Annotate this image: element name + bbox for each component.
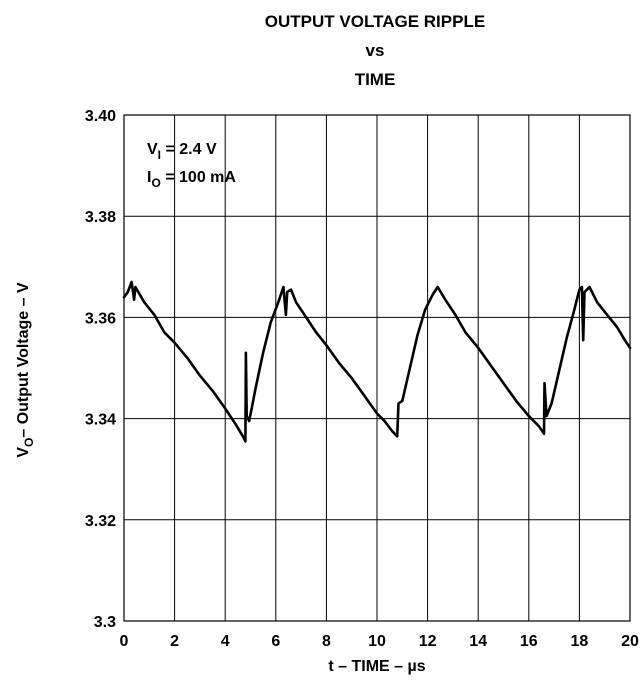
tick-labels: 0 2 4 6 8 10 12 14 16 18 20 3.3 3.32 3.34 3.36 3.38 3.40 <box>85 108 639 650</box>
x-tick-label: 10 <box>368 633 386 650</box>
y-tick-label: 3.40 <box>85 108 116 125</box>
x-tick-label: 18 <box>571 633 589 650</box>
annotation-2-sub: O <box>151 176 160 190</box>
chart-title-line-2: vs <box>366 41 385 60</box>
x-tick-label: 14 <box>469 633 487 650</box>
annotation-1-rest: = 2.4 V <box>161 141 217 158</box>
annotation-1-main: V <box>147 141 158 158</box>
x-tick-label: 6 <box>271 633 280 650</box>
grid <box>124 115 630 621</box>
x-tick-label: 16 <box>520 633 538 650</box>
series-line <box>122 280 632 443</box>
plot-frame <box>123 114 631 622</box>
y-tick-label: 3.38 <box>85 209 116 226</box>
y-axis-label: VO– Output Voltage – V <box>15 282 36 458</box>
annotation-line-1: VI = 2.4 V <box>147 141 217 162</box>
x-tick-label: 20 <box>621 633 639 650</box>
x-tick-label: 12 <box>419 633 437 650</box>
chart-title-line-3: TIME <box>355 70 396 89</box>
y-axis-label-rest: – Output Voltage – V <box>15 282 32 438</box>
y-axis-label-prefix: V <box>15 447 32 458</box>
annotation-1-sub: I <box>158 148 161 162</box>
y-tick-label: 3.36 <box>85 310 116 327</box>
y-tick-label: 3.34 <box>85 412 116 429</box>
annotation-line-2: IO = 100 mA <box>147 169 236 190</box>
x-tick-label: 2 <box>170 633 179 650</box>
x-tick-label: 8 <box>322 633 331 650</box>
x-tick-label: 4 <box>221 633 230 650</box>
annotation: VI = 2.4 V IO = 100 mA <box>147 141 236 190</box>
annotation-2-rest: = 100 mA <box>161 169 237 186</box>
x-axis-label: t – TIME – µs <box>328 658 425 675</box>
x-tick-label: 0 <box>120 633 129 650</box>
annotation-2-main: I <box>147 169 151 186</box>
chart-title-line-1: OUTPUT VOLTAGE RIPPLE <box>265 12 485 31</box>
y-tick-label: 3.3 <box>94 614 116 631</box>
y-axis-label-sub: O <box>22 438 36 447</box>
y-tick-label: 3.32 <box>85 513 116 530</box>
